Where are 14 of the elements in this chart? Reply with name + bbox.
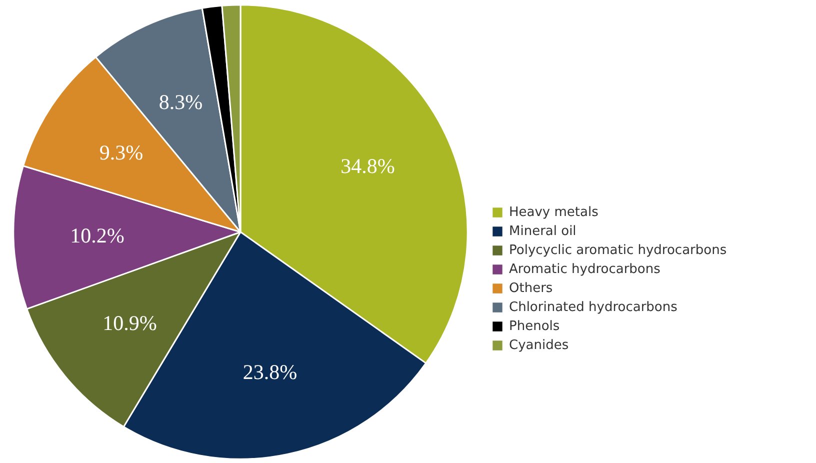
legend-label: Cyanides <box>509 337 569 353</box>
legend-label: Heavy metals <box>509 204 598 220</box>
data-label: 23.8% <box>242 360 298 384</box>
legend-label: Chlorinated hydrocarbons <box>509 299 678 315</box>
legend-label: Mineral oil <box>509 223 576 239</box>
legend-label: Aromatic hydrocarbons <box>509 261 660 277</box>
legend-label: Others <box>509 280 553 296</box>
legend-label: Phenols <box>509 318 560 334</box>
data-label: 9.3% <box>99 140 144 165</box>
legend-label: Polycyclic aromatic hydrocarbons <box>509 242 727 258</box>
data-label: 10.2% <box>70 224 124 248</box>
data-label: 34.8% <box>340 154 395 178</box>
data-label: 10.9% <box>102 311 157 335</box>
data-label: 8.3% <box>158 90 203 114</box>
